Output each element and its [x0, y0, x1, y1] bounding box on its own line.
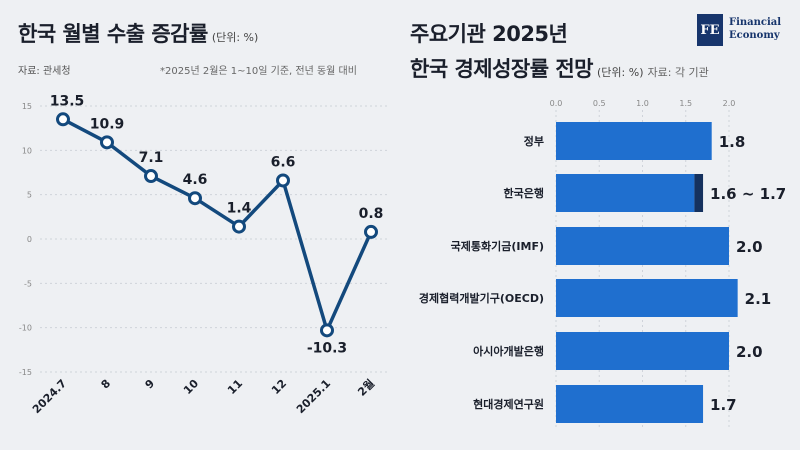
- forecast-bar: [556, 122, 712, 160]
- value-label: 1.7: [710, 396, 737, 414]
- category-label: 국제통화기금(IMF): [451, 239, 544, 253]
- x-tick-label: 12: [269, 377, 289, 397]
- y-tick-label: 10: [22, 146, 32, 155]
- x-tick-label: 0.5: [593, 99, 606, 108]
- category-label: 정부: [524, 134, 544, 148]
- x-tick-label: 2024.7: [30, 377, 69, 416]
- logo-mark: FE: [697, 14, 723, 46]
- forecast-bar: [556, 279, 738, 317]
- data-point: [320, 323, 334, 338]
- category-label: 현대경제연구원: [473, 397, 544, 411]
- y-tick-label: 15: [22, 102, 32, 111]
- data-label: 4.6: [183, 172, 208, 188]
- logo-text: Financial Economy: [729, 16, 781, 42]
- export-source: 자료: 관세청: [18, 66, 71, 77]
- export-unit: (단위: %): [211, 31, 259, 44]
- y-tick-label: 5: [27, 191, 32, 200]
- y-tick-label: 0: [27, 235, 32, 244]
- data-point: [364, 224, 378, 239]
- export-growth-panel: 한국 월별 수출 증감률 (단위: %) 자료: 관세청 *2025년 2월은 1…: [18, 18, 390, 416]
- forecast-title-text: 한국 경제성장률 전망: [410, 57, 594, 81]
- data-label: -10.3: [307, 340, 347, 356]
- category-label: 한국은행: [504, 186, 544, 200]
- x-tick-label: 9: [143, 377, 158, 392]
- export-title-text: 한국 월별 수출 증감률: [18, 22, 208, 46]
- x-tick-label: 0.0: [550, 99, 563, 108]
- x-tick-label: 10: [181, 377, 201, 397]
- logo-line1: Financial: [729, 17, 782, 28]
- export-series-line: [62, 117, 373, 333]
- forecast-bar: [556, 385, 704, 423]
- logo-line2: Economy: [729, 30, 780, 41]
- x-tick-label: 1.5: [679, 99, 692, 108]
- data-label: 6.6: [271, 154, 296, 170]
- export-chart-title: 한국 월별 수출 증감률 (단위: %): [18, 18, 258, 48]
- data-point: [232, 219, 246, 234]
- data-point: [276, 173, 290, 188]
- value-label: 1.8: [719, 133, 746, 151]
- forecast-unit: (단위: %): [597, 66, 644, 79]
- x-tick-label: 2025.1: [294, 377, 333, 416]
- forecast-bar: [556, 332, 729, 370]
- forecast-bar: [556, 174, 695, 212]
- forecast-title-line2: 한국 경제성장률 전망 (단위: %) 자료: 각 기관: [410, 53, 709, 83]
- x-tick-label: 2.0: [723, 99, 736, 108]
- data-label: 13.5: [50, 93, 85, 109]
- value-label: 2.0: [736, 343, 763, 361]
- x-tick-label: 8: [99, 377, 114, 392]
- forecast-bar-chart: 0.0 0.5 1.0 1.5 2.0 정부 1.8 한국은행 1.6 ~ 1.7 국제통화기금(…: [419, 99, 786, 428]
- data-point: [100, 135, 114, 150]
- x-tick-label: 2월: [355, 376, 377, 398]
- value-label: 2.1: [745, 290, 772, 308]
- data-point: [56, 112, 70, 127]
- data-label: 0.8: [359, 206, 384, 222]
- financial-economy-logo: FE Financial Economy: [697, 14, 797, 50]
- y-tick-label: -10: [19, 324, 32, 333]
- forecast-title-line1: 주요기관 2025년: [410, 22, 568, 46]
- forecast-source: 자료: 각 기관: [647, 66, 709, 79]
- data-point: [144, 169, 158, 184]
- growth-forecast-panel: 주요기관 2025년 한국 경제성장률 전망 (단위: %) 자료: 각 기관 0.…: [400, 0, 800, 450]
- value-label: 2.0: [736, 238, 763, 256]
- export-note: *2025년 2월은 1~10일 기준, 전년 동월 대비: [160, 66, 357, 77]
- export-line-chart: 15 10 5 0 -5 -10 -15 13.5 10.9 7.1 4.6 1.4 6.6 -10.3 0…: [19, 93, 390, 416]
- data-point: [188, 191, 202, 206]
- forecast-bar: [556, 227, 729, 265]
- data-label: 10.9: [90, 116, 125, 132]
- category-label: 아시아개발은행: [473, 344, 544, 358]
- data-label: 7.1: [139, 150, 164, 166]
- x-tick-label: 1.0: [636, 99, 649, 108]
- category-label: 경제협력개발기구(OECD): [419, 291, 544, 305]
- x-tick-label: 11: [225, 377, 245, 397]
- forecast-range-bar: [694, 174, 704, 212]
- data-label: 1.4: [227, 201, 252, 217]
- value-label: 1.6 ~ 1.7: [710, 185, 786, 203]
- y-tick-label: -15: [19, 368, 32, 377]
- y-tick-label: -5: [24, 279, 32, 288]
